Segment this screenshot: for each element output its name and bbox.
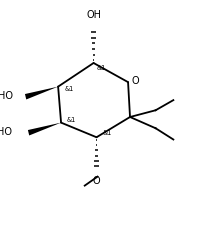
Text: O: O xyxy=(132,76,139,86)
Text: HO: HO xyxy=(0,127,12,137)
Text: &1: &1 xyxy=(67,117,76,123)
Text: HO: HO xyxy=(0,91,13,101)
Text: &1: &1 xyxy=(65,86,74,92)
Polygon shape xyxy=(28,123,61,135)
Text: &1: &1 xyxy=(97,65,106,70)
Polygon shape xyxy=(25,87,58,99)
Text: &1: &1 xyxy=(103,130,112,136)
Text: OH: OH xyxy=(86,10,101,20)
Text: O: O xyxy=(93,176,100,185)
